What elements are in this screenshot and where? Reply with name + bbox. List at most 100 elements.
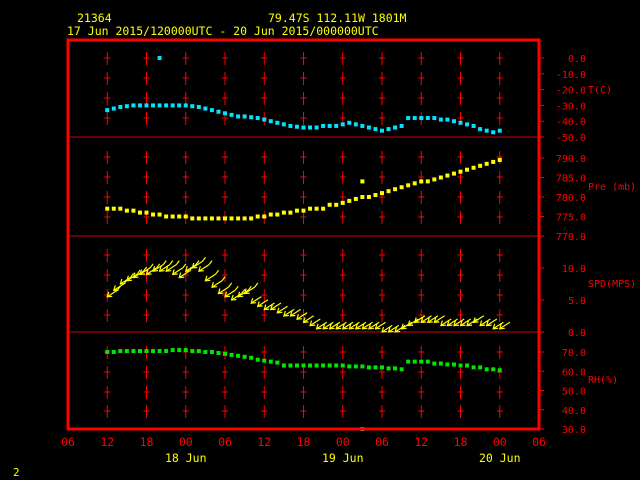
wind-arrow-head [283, 310, 289, 317]
page-number: 2 [13, 466, 20, 479]
wind-barb [169, 260, 174, 265]
wind-arrow-shaft [133, 270, 144, 279]
pressure-point [334, 202, 339, 207]
wind-arrow-shaft [407, 318, 419, 327]
y-tick-label: 30.0 [562, 425, 586, 436]
wind-arrow-shaft [165, 264, 177, 272]
pressure-point [151, 212, 156, 217]
pressure-extra-point [360, 179, 365, 184]
humidity-point [111, 350, 116, 354]
wind-arrow-shaft [185, 264, 197, 272]
wind-arrow-shaft [362, 321, 373, 330]
pressure-point [458, 169, 463, 174]
pressure-point [491, 159, 496, 164]
humidity-point [327, 363, 332, 368]
wind-arrow-head [171, 269, 178, 276]
pressure-point [118, 206, 123, 211]
temperature-point [399, 123, 404, 128]
wind-barb [156, 263, 161, 269]
pressure-point [419, 179, 424, 184]
humidity-point [353, 364, 358, 369]
wind-arrow-shaft [499, 321, 511, 330]
wind-arrow-shaft [191, 260, 203, 269]
pressure-point [111, 206, 116, 211]
wind-arrow-shaft [224, 289, 236, 298]
wind-arrow-head [315, 323, 322, 330]
wind-arrow-shaft [146, 267, 158, 275]
temperature-point [451, 119, 456, 124]
pressure-point [105, 206, 110, 211]
wind-arrow-head [250, 298, 257, 304]
wind-arrow-head [466, 320, 473, 327]
humidity-point [151, 349, 156, 354]
humidity-point [425, 359, 430, 364]
wind-arrow-head [413, 317, 420, 324]
humidity-point [262, 358, 267, 363]
wind-arrow-shaft [434, 315, 445, 323]
y-tick-label: 70.0 [562, 348, 586, 359]
humidity-point [334, 363, 339, 368]
wind-arrow-shaft [466, 318, 478, 327]
wind-arrow-shaft [250, 296, 262, 304]
pressure-point [497, 157, 502, 162]
y-axes: 0.0 -10.0 -20.0 -30.0 -40.0 -50.0 T(C) 790.0 785… [539, 54, 636, 436]
wind-arrow-head [394, 326, 401, 333]
wind-arrow-head [263, 304, 270, 311]
temperature-point [366, 125, 371, 130]
pressure-point [268, 212, 273, 217]
temperature-point [223, 111, 227, 116]
temperature-point [484, 128, 489, 133]
temperature-point [209, 108, 214, 113]
humidity-point [347, 364, 352, 369]
pressure-point [249, 216, 254, 221]
temperature-point [294, 124, 299, 129]
wind-barb [247, 285, 252, 291]
temperature-point [124, 104, 129, 109]
temperature-point [353, 122, 358, 127]
wind-barb [241, 289, 246, 294]
wind-arrow-shaft [355, 321, 367, 330]
wind-arrow-head [322, 323, 329, 330]
humidity-point [380, 365, 384, 370]
pressure-point [255, 214, 260, 219]
wind-arrow-shaft [388, 324, 400, 333]
humidity-point [105, 350, 110, 354]
y-tick-label: 770.0 [556, 232, 586, 243]
wind-arrow-shaft [159, 264, 171, 272]
wind-arrow-head [302, 317, 309, 324]
wind-arrow-head [472, 317, 479, 324]
wind-arrow-head [178, 272, 185, 279]
wind-arrow-head [224, 291, 231, 298]
wind-barb [254, 282, 259, 288]
wind-arrow-shaft [218, 286, 229, 295]
humidity-point [281, 363, 286, 368]
pressure-point [425, 179, 430, 184]
wind-arrow-shaft [492, 321, 504, 330]
humidity-point [399, 367, 404, 372]
y-tick-label: 785.0 [556, 174, 586, 185]
wind-arrow-head [184, 266, 191, 272]
humidity-point [386, 366, 391, 371]
wind-arrow-shaft [126, 273, 138, 282]
wind-arrow-shaft [172, 267, 184, 275]
wind-arrow-shaft [473, 315, 485, 323]
wind-arrow-head [479, 320, 486, 327]
wind-barb [149, 263, 154, 269]
humidity-point [216, 350, 221, 355]
wind-arrow-head [361, 323, 368, 330]
wind-arrow-head [341, 323, 348, 330]
wind-arrow-shaft [460, 318, 472, 327]
pressure-point [203, 216, 208, 221]
wind-arrow-shaft [120, 276, 131, 285]
humidity-point [412, 359, 417, 364]
humidity-point [157, 349, 162, 354]
wind-arrow-head [498, 323, 505, 330]
temperature-point [432, 116, 437, 121]
humidity-point [314, 363, 319, 368]
humidity-point [236, 353, 241, 358]
temperature-point [229, 112, 234, 117]
temperature-point [157, 103, 162, 108]
wind-arrow-head [237, 291, 244, 298]
humidity-point [340, 363, 345, 368]
temperature-point [236, 114, 241, 119]
